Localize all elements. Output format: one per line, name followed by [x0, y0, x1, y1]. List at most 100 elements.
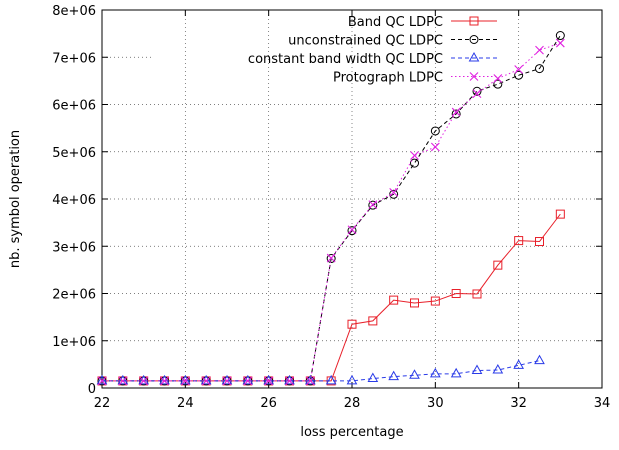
data-point — [535, 64, 544, 74]
data-point — [138, 374, 150, 385]
data-point — [430, 142, 440, 152]
data-point — [243, 376, 253, 386]
data-point — [304, 374, 316, 385]
data-point — [429, 367, 441, 378]
y-tick-label: 6e+06 — [52, 99, 96, 114]
data-point — [493, 260, 503, 270]
data-point — [305, 376, 315, 386]
y-tick-label: 1e+06 — [52, 335, 96, 350]
series-line — [102, 213, 561, 382]
legend-label: constant band width QC LDPC — [248, 52, 443, 67]
series-square — [97, 209, 565, 386]
grid — [102, 10, 602, 388]
data-point — [347, 319, 357, 329]
data-point — [389, 187, 399, 197]
data-point — [410, 298, 419, 308]
data-point — [346, 374, 358, 385]
data-point — [368, 316, 378, 326]
y-tick-label: 5e+06 — [52, 146, 96, 161]
data-point — [514, 65, 524, 74]
data-point — [493, 79, 503, 89]
data-point — [451, 289, 461, 298]
data-point — [472, 86, 482, 96]
data-point — [409, 369, 420, 379]
data-point — [264, 376, 274, 386]
data-point — [513, 359, 525, 369]
data-point — [450, 367, 462, 378]
y-tick-label: 8e+06 — [52, 4, 96, 19]
legend-label: Band QC LDPC — [348, 15, 443, 30]
x-axis-title: loss percentage — [300, 425, 403, 440]
x-tick-label: 22 — [94, 396, 111, 411]
data-point — [555, 38, 565, 48]
data-point — [96, 374, 108, 385]
data-point — [221, 374, 233, 385]
data-point — [139, 376, 149, 386]
y-axis-title: nb. symbol operation — [8, 130, 23, 268]
data-point — [284, 374, 295, 385]
data-point — [159, 374, 170, 385]
data-point — [534, 354, 545, 365]
x-tick-label: 28 — [344, 396, 361, 411]
data-point — [555, 31, 565, 41]
legend-marker — [469, 72, 479, 81]
series-line — [102, 42, 561, 382]
data-point — [285, 376, 294, 386]
data-point — [535, 237, 544, 247]
data-point — [180, 376, 190, 386]
data-point — [368, 200, 378, 210]
y-tick-label: 0 — [88, 382, 96, 397]
x-tick-label: 34 — [594, 396, 611, 411]
series-line — [102, 35, 561, 382]
data-point — [222, 376, 232, 386]
data-point — [160, 376, 169, 386]
legend-marker — [469, 16, 479, 26]
data-point — [389, 295, 399, 305]
series-circle — [97, 31, 565, 386]
data-point — [97, 376, 107, 386]
data-point — [451, 109, 461, 119]
data-point — [368, 200, 378, 210]
y-tick-label: 3e+06 — [52, 240, 96, 255]
y-tick-label: 7e+06 — [52, 51, 96, 66]
axes: 0 1e+06 2e+06 3e+06 4e+06 5e+06 6e+06 7e+06 8e+0… — [52, 4, 610, 411]
x-tick-label: 26 — [260, 396, 277, 411]
data-point — [430, 126, 440, 136]
data-point — [347, 226, 357, 236]
series-group — [96, 31, 565, 386]
data-point — [492, 364, 504, 374]
data-point — [535, 45, 544, 55]
data-point — [201, 376, 211, 386]
data-point — [514, 236, 524, 246]
series-triangle — [96, 354, 545, 385]
data-point — [117, 374, 129, 385]
data-point — [347, 225, 357, 235]
y-tick-label: 4e+06 — [52, 193, 96, 208]
data-point — [200, 374, 212, 385]
data-point — [493, 74, 503, 83]
data-point — [242, 374, 254, 385]
data-point — [325, 374, 337, 385]
legend-label: Protograph LDPC — [333, 71, 443, 86]
x-tick-label: 24 — [177, 396, 194, 411]
data-point — [388, 370, 400, 381]
data-point — [179, 374, 191, 385]
data-point — [472, 89, 482, 99]
data-point — [555, 209, 565, 219]
series-cross — [97, 38, 565, 386]
data-point — [410, 151, 419, 160]
x-tick-label: 30 — [427, 396, 444, 411]
y-tick-label: 2e+06 — [52, 288, 96, 303]
data-point — [451, 107, 461, 117]
data-point — [430, 296, 440, 306]
x-tick-label: 32 — [510, 396, 527, 411]
data-point — [514, 70, 524, 80]
data-point — [410, 158, 419, 168]
data-point — [118, 376, 128, 386]
legend: Band QC LDPC unconstrained QC LDPC constan… — [248, 15, 497, 86]
data-point — [471, 364, 483, 375]
data-point — [326, 253, 336, 263]
legend-label: unconstrained QC LDPC — [288, 34, 443, 49]
